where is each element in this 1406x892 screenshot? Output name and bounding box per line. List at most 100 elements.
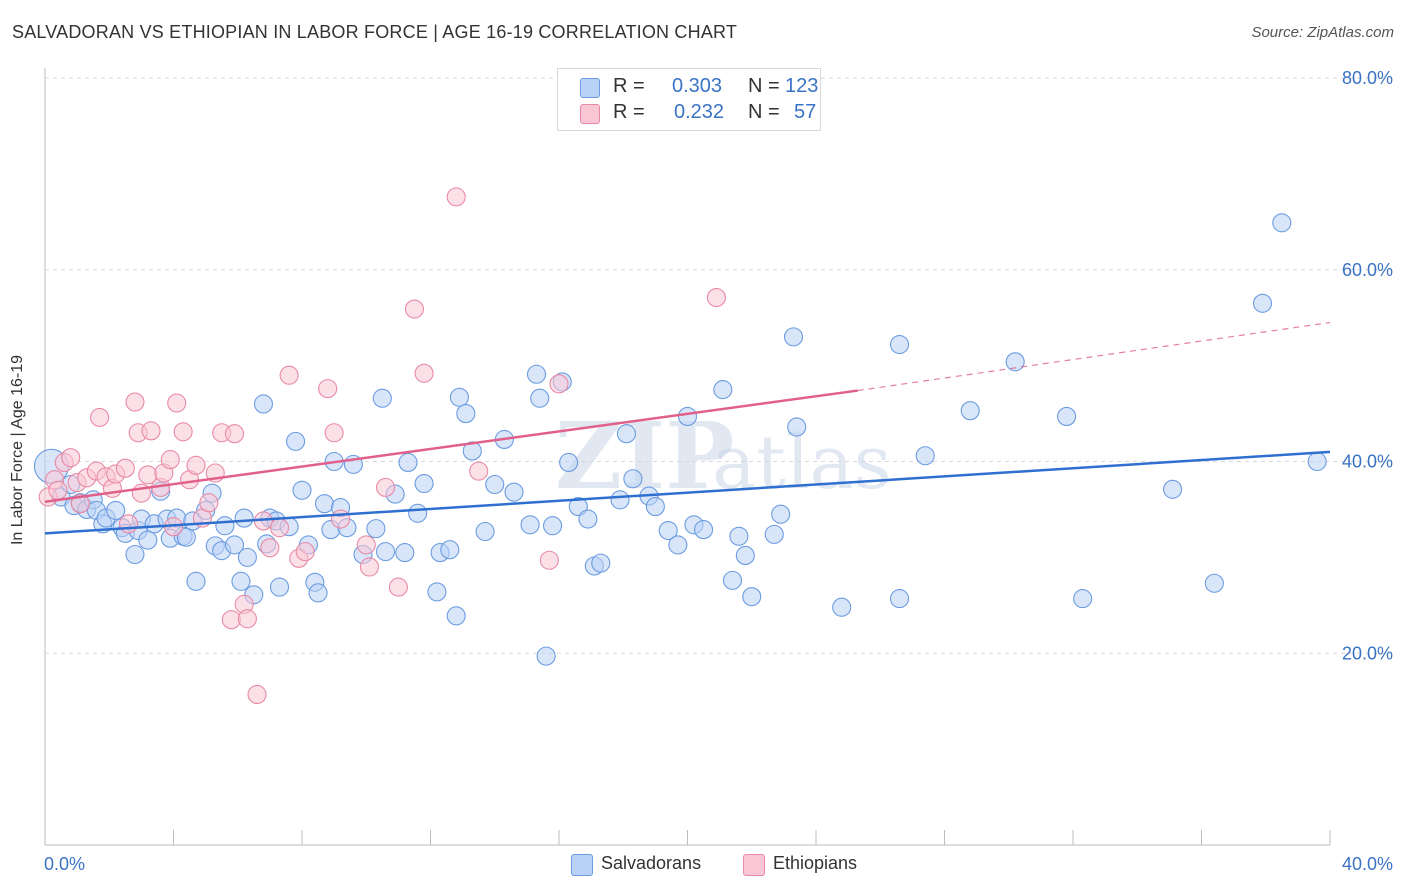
point-salvadorans [578,509,598,529]
point-ethiopians [706,288,726,308]
point-ethiopians [539,550,559,570]
point-salvadorans [729,526,749,546]
point-ethiopians [61,448,81,468]
point-ethiopians [224,424,245,444]
bottom-legend-label-ethiopians: Ethiopians [773,853,858,873]
point-salvadorans [314,494,335,514]
point-salvadorans [138,530,158,550]
point-salvadorans [237,547,257,567]
point-ethiopians [167,393,187,413]
point-ethiopians [388,577,408,597]
point-salvadorans [449,387,469,407]
point-salvadorans [645,497,665,517]
legend-swatch-salvadorans [580,78,600,98]
y-axis-label-container: In Labor Force | Age 16-19 [6,300,30,600]
point-ethiopians [469,461,489,481]
point-salvadorans [504,482,524,502]
point-salvadorans [1163,479,1183,499]
point-salvadorans [658,520,678,541]
point-salvadorans [694,520,714,540]
legend-n-label: N = [748,75,780,97]
point-salvadorans [308,583,328,603]
point-salvadorans [408,503,428,523]
point-salvadorans [440,540,460,560]
tick-labels: 20.0% 40.0% 60.0% 80.0% 0.0% 40.0% [44,68,1393,874]
point-salvadorans [485,474,505,495]
point-salvadorans [832,597,852,617]
point-ethiopians [404,299,424,319]
legend-r-value: 0.303 [672,75,723,97]
point-salvadorans [1252,293,1273,313]
point-ethiopians [247,684,267,705]
point-ethiopians [125,392,145,412]
point-salvadorans [616,424,637,444]
point-salvadorans [783,327,804,347]
point-ethiopians [221,610,241,630]
point-salvadorans [456,404,476,424]
y-axis-label: In Labor Force | Age 16-19 [9,354,26,546]
point-salvadorans [366,519,386,539]
point-salvadorans [446,606,466,626]
point-ethiopians [186,455,206,475]
point-salvadorans [1057,406,1077,426]
legend-r-value: 0.232 [674,101,725,123]
legend-n-value: 123 [785,75,819,97]
legend-r-label: R = [613,75,645,97]
bottom-legend-swatch-ethiopians [743,854,765,876]
point-ethiopians [375,477,396,497]
point-salvadorans [520,515,540,535]
point-salvadorans [530,388,550,408]
point-salvadorans [1204,573,1224,593]
point-ethiopians [260,538,280,558]
point-salvadorans [668,535,688,555]
point-salvadorans [526,364,547,384]
trend-line-salvadorans [44,450,1331,535]
point-ethiopians [48,480,68,500]
trend-line-ethiopians [44,389,858,504]
point-salvadorans [215,516,235,536]
point-salvadorans [231,571,251,591]
point-salvadorans [610,490,630,510]
point-ethiopians [324,423,344,443]
point-salvadorans [559,452,579,473]
point-salvadorans [787,417,807,437]
y-tick-label: 40.0% [1342,452,1393,472]
gridlines [45,77,1392,654]
point-salvadorans [398,452,418,473]
point-salvadorans [292,480,312,500]
point-salvadorans [234,508,254,528]
point-salvadorans [414,474,434,494]
point-ethiopians [115,458,135,478]
point-salvadorans [176,527,196,547]
point-salvadorans [286,431,306,451]
legend-n-label: N = [748,101,780,123]
point-salvadorans [224,535,245,555]
point-salvadorans [106,500,126,520]
legend-r-label: R = [613,101,645,123]
point-salvadorans [713,380,733,400]
point-salvadorans [764,524,784,544]
point-ethiopians [269,518,290,538]
trend-lines [44,321,1331,535]
point-salvadorans [427,582,447,602]
source-label: Source: ZipAtlas.com [1251,24,1394,41]
point-salvadorans [186,571,206,591]
legend-n-value: 57 [794,101,817,123]
point-salvadorans [125,544,145,565]
point-salvadorans [269,577,290,597]
point-salvadorans [960,401,980,421]
point-salvadorans [462,441,482,461]
bottom-legend-swatch-salvadorans [571,854,593,876]
point-salvadorans [543,516,563,536]
point-ethiopians [141,421,161,441]
point-ethiopians [330,509,351,529]
point-salvadorans [1272,213,1292,233]
point-salvadorans [889,589,910,609]
point-ethiopians [90,407,110,427]
point-ethiopians [318,379,338,399]
chart-title: SALVADORAN VS ETHIOPIAN IN LABOR FORCE |… [12,22,738,42]
x-tick-label: 40.0% [1342,854,1393,874]
y-tick-label: 20.0% [1342,643,1393,663]
point-salvadorans [735,545,755,566]
